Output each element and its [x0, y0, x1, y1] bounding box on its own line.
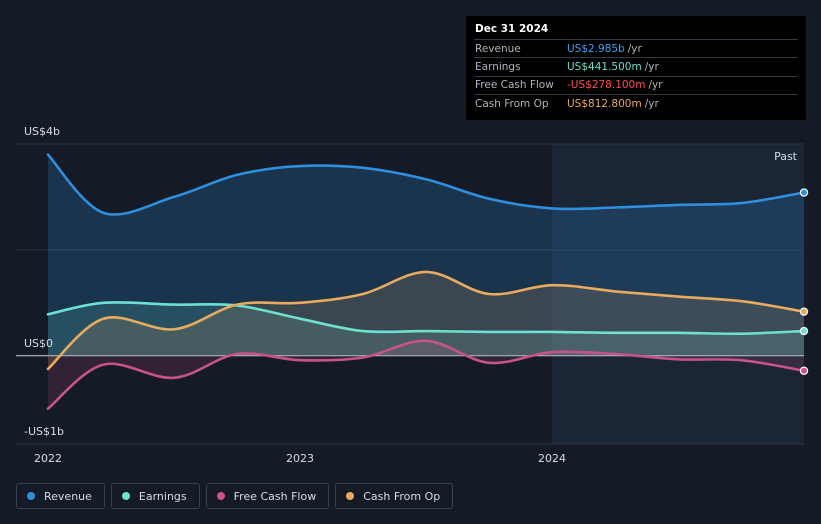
earnings-endpoint [799, 326, 809, 336]
legend-label: Earnings [138, 489, 187, 503]
tooltip: Dec 31 2024 Revenue US$2.985b /yr Earnin… [466, 16, 806, 120]
tooltip-date: Dec 31 2024 [475, 23, 549, 35]
free-cash-flow-endpoint [799, 366, 809, 375]
past-region-shade [552, 144, 804, 444]
y-tick-label: US$0 [24, 337, 53, 350]
y-tick-label: US$4b [24, 125, 60, 138]
revenue-endpoint [799, 188, 809, 197]
cash-from-op-area [48, 271, 804, 369]
legend-dot-icon [27, 492, 35, 500]
earnings-line [46, 301, 806, 336]
legend-label: Cash From Op [363, 489, 441, 503]
revenue-line [46, 153, 806, 216]
tooltip-row-cash-from-op: Cash From Op US$812.800m /yr [474, 93, 798, 112]
x-tick-label: 2024 [538, 452, 566, 465]
chart-area: US$4b US$0 -US$1b 2022 2023 2024 Past [16, 125, 809, 465]
tooltip-label: Cash From Op [475, 97, 549, 110]
legend-dot-icon [121, 492, 130, 500]
tooltip-value: US$2.985b [567, 42, 625, 55]
tooltip-unit: /yr [648, 79, 663, 92]
x-tick-label: 2023 [286, 452, 314, 465]
legend-item-free-cash-flow[interactable]: Free Cash Flow [205, 483, 330, 509]
tooltip-unit: /yr [627, 42, 642, 55]
legend-item-cash-from-op[interactable]: Cash From Op [335, 483, 454, 509]
cash-from-op-endpoint [799, 307, 809, 316]
tooltip-unit: /yr [644, 97, 659, 110]
tooltip-row-revenue: Revenue US$2.985b /yr [474, 39, 798, 57]
legend-item-earnings[interactable]: Earnings [110, 483, 200, 509]
tooltip-row-earnings: Earnings US$441.500m /yr [474, 57, 798, 75]
legend: Revenue Earnings Free Cash Flow Cash Fro… [16, 483, 454, 509]
legend-dot-icon [216, 492, 225, 500]
legend-label: Revenue [44, 489, 92, 503]
tooltip-row-free-cash-flow: Free Cash Flow -US$278.100m /yr [474, 75, 798, 94]
free-cash-flow-area [48, 340, 804, 409]
cash-from-op-line [46, 270, 806, 371]
past-label: Past [774, 150, 798, 163]
x-tick-label: 2022 [34, 452, 62, 465]
tooltip-label: Earnings [475, 60, 521, 73]
legend-item-revenue[interactable]: Revenue [16, 483, 105, 509]
tooltip-label: Revenue [475, 42, 521, 55]
tooltip-unit: /yr [644, 60, 659, 73]
tooltip-value: -US$278.100m [567, 79, 646, 92]
legend-dot-icon [346, 492, 355, 500]
tooltip-label: Free Cash Flow [475, 79, 554, 92]
tooltip-value: US$441.500m [567, 60, 642, 73]
earnings-area [48, 302, 804, 356]
y-tick-label: -US$1b [24, 425, 64, 438]
free-cash-flow-line [46, 339, 806, 410]
tooltip-value: US$812.800m [567, 97, 642, 110]
legend-label: Free Cash Flow [233, 489, 317, 503]
